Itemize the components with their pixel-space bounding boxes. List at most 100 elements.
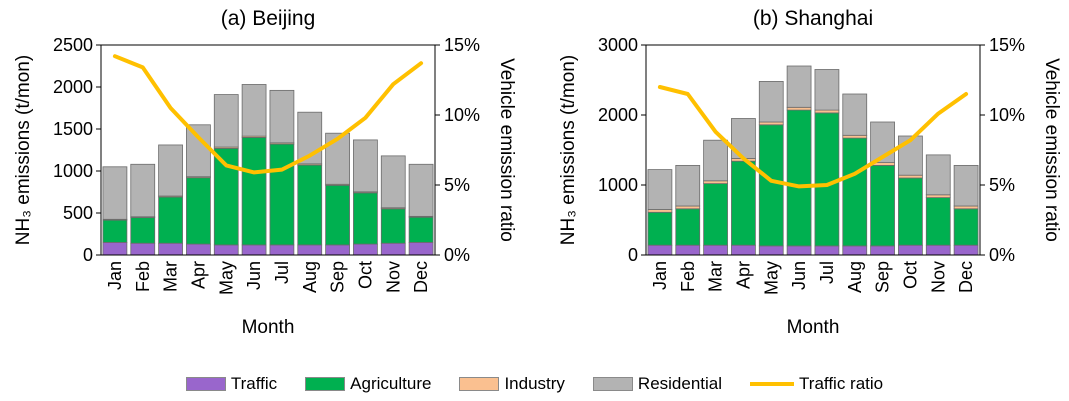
shanghai-xtick-label-may: May: [761, 261, 781, 295]
shanghai-bar-industry-feb: [675, 205, 701, 210]
beijing-bar-traffic-nov: [380, 242, 406, 256]
beijing-bar-residential-oct: [353, 139, 378, 193]
shanghai-y-axis-title: NH₃ emissions (t/mon): [558, 55, 579, 245]
beijing-bar-residential-jun: [241, 84, 267, 137]
beijing-bar-residential-jul: [269, 89, 295, 144]
shanghai-bar-residential-may: [758, 81, 784, 123]
shanghai-bar-industry-jul: [814, 109, 840, 114]
shanghai-bar-traffic-feb: [675, 244, 701, 256]
shanghai-bar-agriculture-dec: [953, 208, 979, 246]
shanghai-ytick-label-0: 0: [628, 245, 638, 265]
beijing-bar-traffic-feb: [130, 242, 156, 256]
beijing-bar-residential-dec: [408, 163, 434, 217]
beijing-bar-traffic-aug: [297, 244, 323, 256]
beijing-bar-traffic-may: [213, 244, 239, 256]
beijing-xtick-label-feb: Feb: [133, 261, 153, 292]
shanghai-bar-traffic-jul: [814, 245, 840, 256]
shanghai-bar-traffic-apr: [731, 244, 756, 256]
legend-swatch-industry: [459, 377, 500, 391]
beijing-ytick-label-1500: 1500: [53, 119, 93, 139]
beijing-bar-residential-sep: [325, 132, 350, 185]
legend-item-residential: Residential: [592, 374, 723, 394]
beijing-xtick-label-jul: Jul: [272, 261, 292, 284]
beijing-bar-traffic-oct: [353, 243, 378, 256]
beijing-bar-traffic-dec: [408, 241, 434, 256]
shanghai-xtick-label-jun: Jun: [789, 261, 809, 290]
shanghai-bar-agriculture-oct: [898, 177, 923, 246]
shanghai-xtick-label-feb: Feb: [678, 261, 698, 292]
shanghai-ytick-right-label-5: 5%: [989, 175, 1015, 195]
beijing-xtick-label-may: May: [216, 261, 236, 295]
shanghai-chart: (b) Shanghai 0 1000 2000 3000 0% 5% 10% 15% Jan Fe…: [558, 7, 1062, 338]
shanghai-bar-agriculture-jul: [814, 112, 840, 247]
shanghai-bar-industry-nov: [925, 194, 951, 199]
beijing-xtick-label-mar: Mar: [161, 261, 181, 292]
beijing-y-axis-right-title: Vehicle emission ratio: [496, 58, 517, 242]
legend-label-industry: Industry: [504, 374, 565, 393]
beijing-xtick-label-dec: Dec: [411, 261, 431, 293]
shanghai-bar-industry-jun: [786, 106, 812, 111]
beijing-bar-agriculture-apr: [186, 177, 211, 245]
beijing-ytick-label-0: 0: [83, 245, 93, 265]
legend-item-agriculture: Agriculture: [305, 374, 431, 394]
beijing-bar-agriculture-oct: [353, 192, 378, 245]
legend-swatch-traffic-ratio: [750, 382, 795, 386]
shanghai-bar-residential-aug: [842, 93, 868, 136]
beijing-bar-traffic-mar: [158, 242, 183, 256]
shanghai-bar-traffic-mar: [703, 244, 728, 256]
beijing-ytick-label-1000: 1000: [53, 161, 93, 181]
shanghai-bar-agriculture-jan: [647, 211, 673, 246]
shanghai-xtick-label-sep: Sep: [873, 261, 893, 293]
beijing-xtick-label-nov: Nov: [383, 261, 403, 293]
shanghai-bar-traffic-dec: [953, 244, 979, 256]
beijing-bar-agriculture-mar: [158, 196, 183, 244]
beijing-bar-agriculture-jun: [241, 136, 267, 246]
shanghai-bar-industry-oct: [898, 174, 923, 179]
shanghai-bar-traffic-sep: [870, 245, 895, 256]
beijing-bar-traffic-jan: [102, 241, 128, 256]
beijing-bar-residential-feb: [130, 163, 156, 218]
shanghai-bar-traffic-oct: [898, 244, 923, 256]
shanghai-bar-agriculture-aug: [842, 137, 868, 247]
legend-label-agriculture: Agriculture: [350, 374, 432, 393]
beijing-ytick-label-2000: 2000: [53, 77, 93, 97]
shanghai-xtick-label-nov: Nov: [928, 261, 948, 293]
shanghai-bar-industry-may: [758, 121, 784, 126]
shanghai-ytick-label-1000: 1000: [598, 175, 638, 195]
beijing-xtick-label-oct: Oct: [355, 261, 375, 289]
shanghai-bar-agriculture-mar: [703, 183, 728, 246]
beijing-xtick-label-sep: Sep: [328, 261, 348, 293]
shanghai-bar-residential-jan: [647, 169, 673, 210]
beijing-bar-residential-apr: [186, 124, 211, 178]
shanghai-ytick-right-label-10: 10%: [989, 105, 1025, 125]
shanghai-bar-traffic-jun: [786, 245, 812, 256]
beijing-bar-agriculture-dec: [408, 216, 434, 243]
shanghai-bar-residential-mar: [703, 139, 728, 182]
shanghai-ytick-right-label-15: 15%: [989, 35, 1025, 55]
shanghai-bar-residential-nov: [925, 154, 951, 196]
legend-label-residential: Residential: [637, 374, 723, 393]
shanghai-bar-agriculture-nov: [925, 197, 951, 246]
shanghai-xtick-label-jan: Jan: [650, 261, 670, 290]
beijing-ytick-label-2500: 2500: [53, 35, 93, 55]
shanghai-xtick-label-mar: Mar: [706, 261, 726, 292]
shanghai-bar-agriculture-may: [758, 124, 784, 247]
shanghai-bar-industry-mar: [703, 180, 728, 185]
shanghai-x-axis-title: Month: [787, 317, 840, 338]
shanghai-bar-agriculture-feb: [675, 208, 701, 246]
beijing-bar-residential-may: [213, 94, 239, 148]
beijing-xtick-label-jan: Jan: [105, 261, 125, 290]
legend-swatch-agriculture: [305, 377, 346, 391]
legend-swatch-traffic: [185, 377, 226, 391]
beijing-ytick-right-label-15: 15%: [444, 35, 480, 55]
legend-label-traffic: Traffic: [230, 374, 278, 393]
beijing-traffic-ratio-line: [112, 54, 424, 175]
beijing-x-axis-title: Month: [242, 317, 295, 338]
shanghai-bar-agriculture-sep: [870, 164, 895, 247]
legend: Traffic Agriculture Industry Residential…: [0, 372, 1069, 396]
beijing-ytick-right-label-5: 5%: [444, 175, 470, 195]
legend-item-traffic-ratio: Traffic ratio: [750, 374, 883, 394]
beijing-xtick-label-apr: Apr: [188, 261, 208, 289]
beijing-bar-traffic-jul: [269, 244, 295, 256]
